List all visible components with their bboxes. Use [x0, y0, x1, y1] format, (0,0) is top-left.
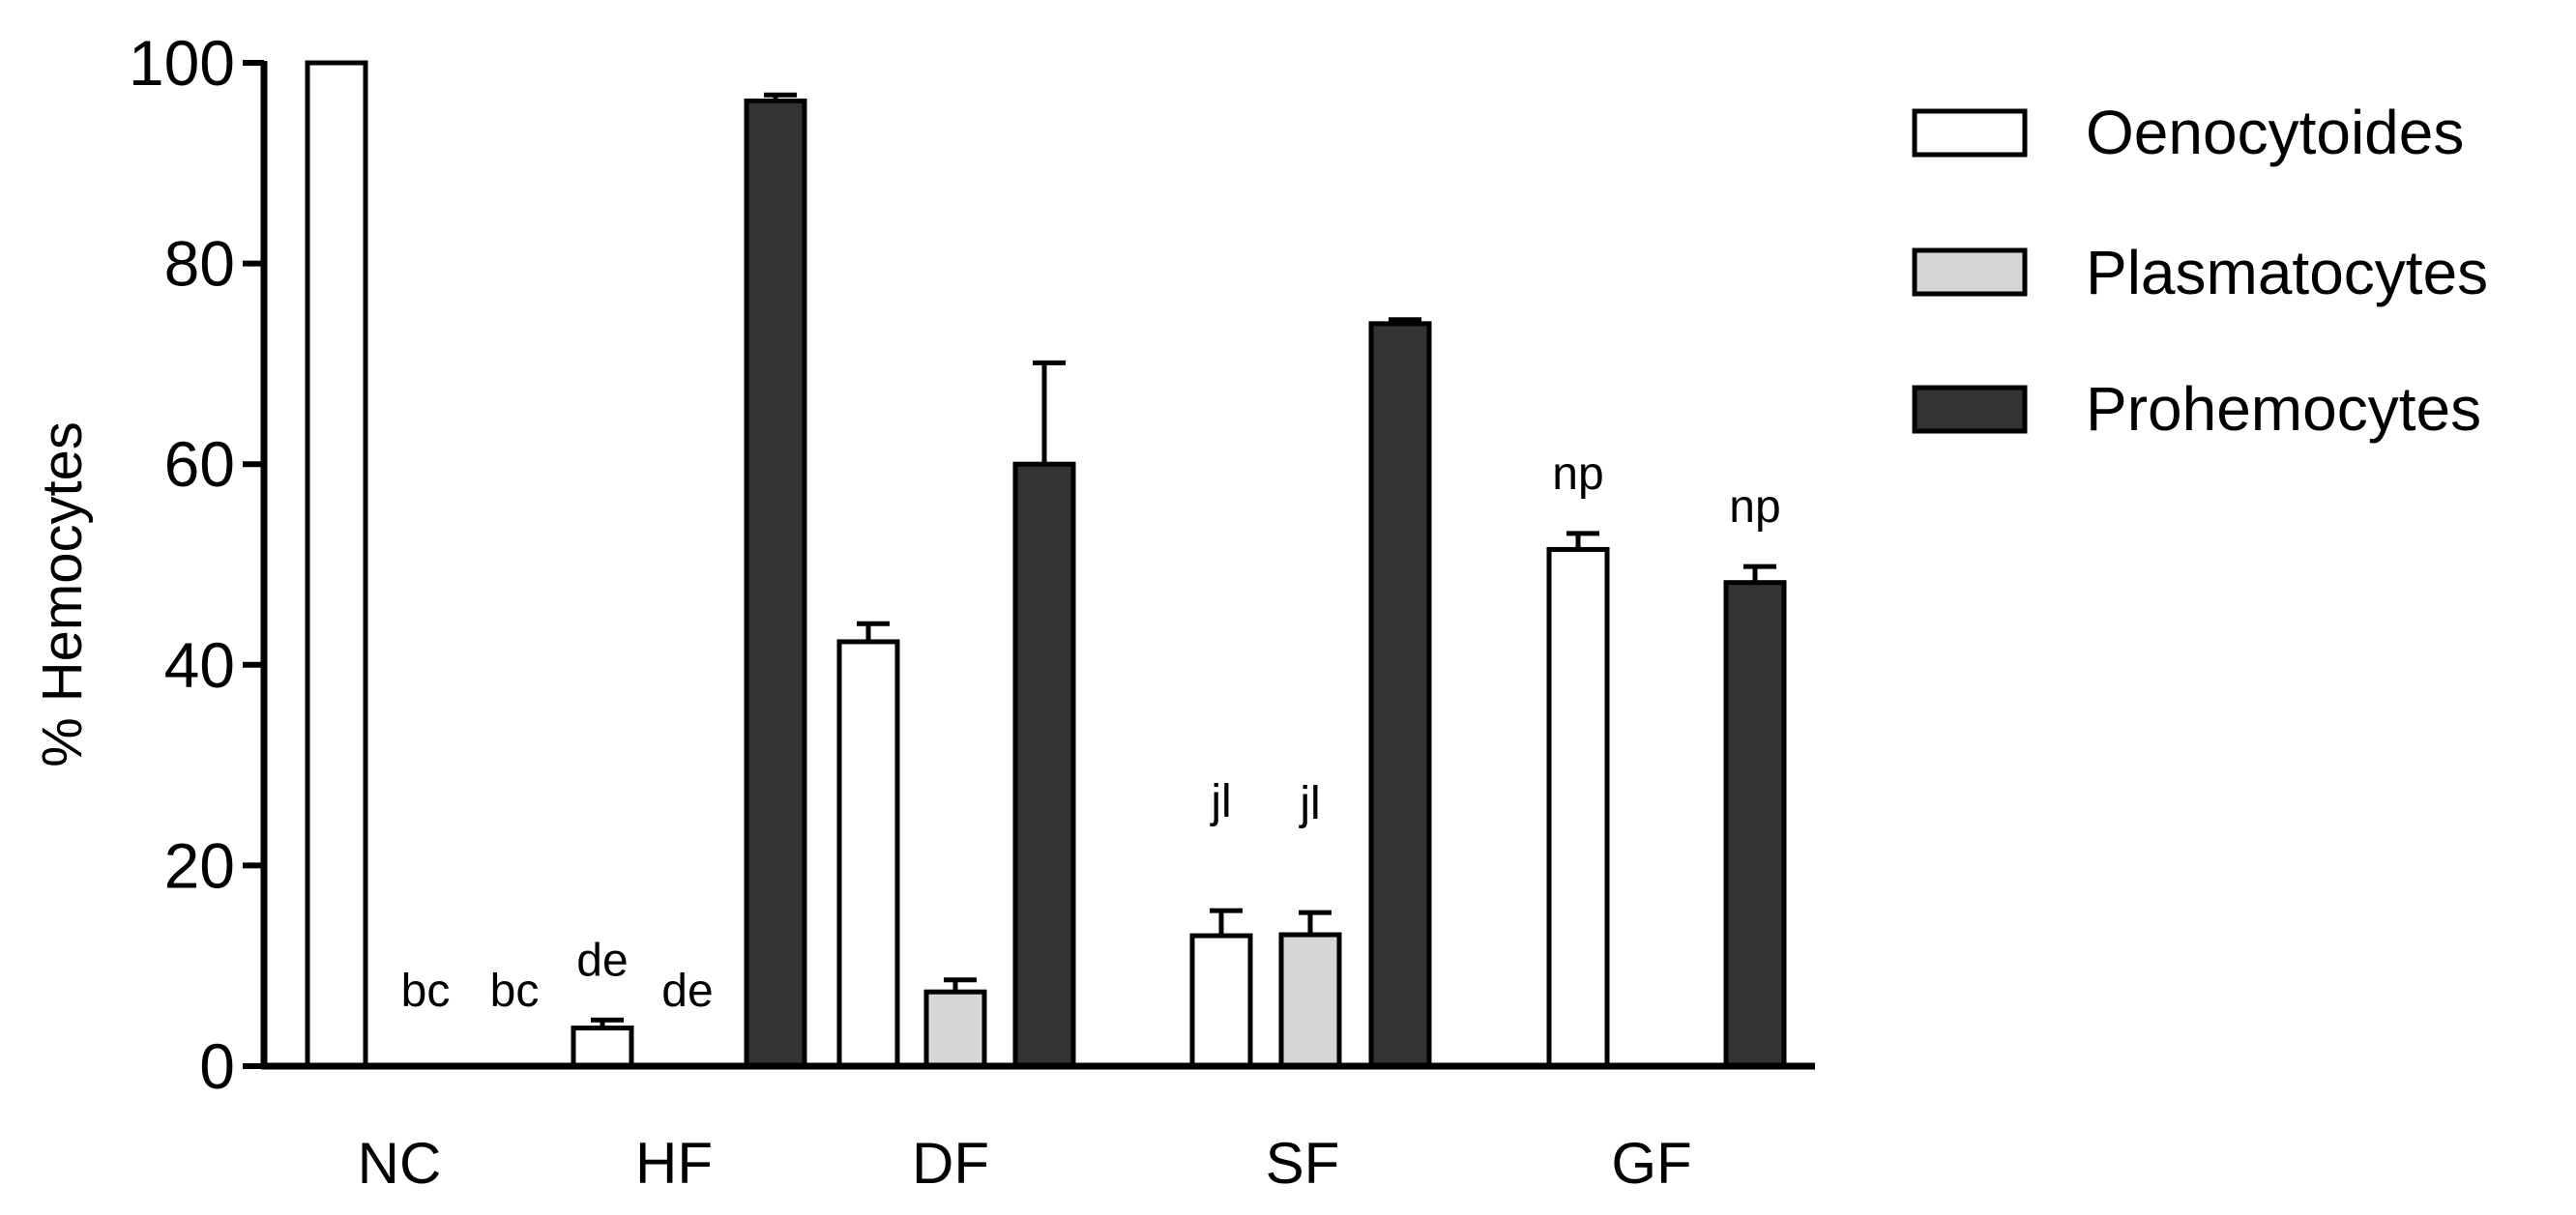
bar-df-oenocytoides [836, 639, 900, 1069]
bar-gf-prohemocytes [1723, 580, 1787, 1069]
bar-hf-oenocytoides [571, 1026, 634, 1069]
x-category-label-gf: GF [1611, 1131, 1691, 1196]
bar-df-plasmatocytes [923, 989, 987, 1069]
y-axis-label: % Hemocytes [31, 421, 94, 767]
x-category-label-nc: NC [358, 1131, 442, 1196]
x-category-label-hf: HF [635, 1131, 713, 1196]
annotation-sf-plasmatocytes: jl [1298, 778, 1320, 829]
annotation-nc-plasmatocytes: bc [401, 966, 451, 1017]
bar-sf-plasmatocytes [1278, 932, 1342, 1069]
annotation-gf-prohemocytes: np [1729, 481, 1780, 533]
y-tick-label-20: 20 [164, 829, 235, 901]
legend-label-plasmatocytes: Plasmatocytes [2086, 238, 2488, 307]
legend-swatch-oenocytoides [1912, 108, 2028, 158]
annotation-hf-plasmatocytes: de [661, 966, 713, 1017]
legend: Oenocytoides Plasmatocytes Prohemocytes [1912, 98, 2488, 444]
legend-swatch-prohemocytes [1912, 385, 2028, 434]
legend-swatch-plasmatocytes [1912, 247, 2028, 297]
bar-gf-oenocytoides [1546, 546, 1610, 1069]
bar-sf-prohemocytes [1368, 321, 1432, 1069]
y-tick-label-80: 80 [164, 228, 235, 300]
annotation-hf-oenocytoides: de [576, 935, 628, 986]
legend-label-prohemocytes: Prohemocytes [2086, 374, 2481, 444]
bars-layer [305, 60, 1787, 1069]
bar-sf-oenocytoides [1189, 933, 1253, 1069]
bar-hf-prohemocytes [744, 98, 807, 1069]
y-tick-label-100: 100 [129, 27, 235, 99]
y-tick-label-0: 0 [199, 1030, 235, 1102]
legend-label-oenocytoides: Oenocytoides [2086, 98, 2464, 167]
y-tick-label-40: 40 [164, 629, 235, 701]
x-category-label-df: DF [912, 1131, 989, 1196]
bar-df-prohemocytes [1012, 461, 1076, 1069]
axes-layer: 0 20 40 60 80 100 NC HF DF SF GF [129, 27, 1815, 1196]
annotation-gf-oenocytoides: np [1552, 448, 1603, 500]
y-tick-label-60: 60 [164, 428, 235, 500]
x-category-label-sf: SF [1266, 1131, 1340, 1196]
annotation-nc-prohemocytes: bc [490, 966, 540, 1017]
bar-nc-oenocytoides [305, 60, 368, 1069]
annotation-sf-oenocytoides: jl [1209, 776, 1231, 827]
